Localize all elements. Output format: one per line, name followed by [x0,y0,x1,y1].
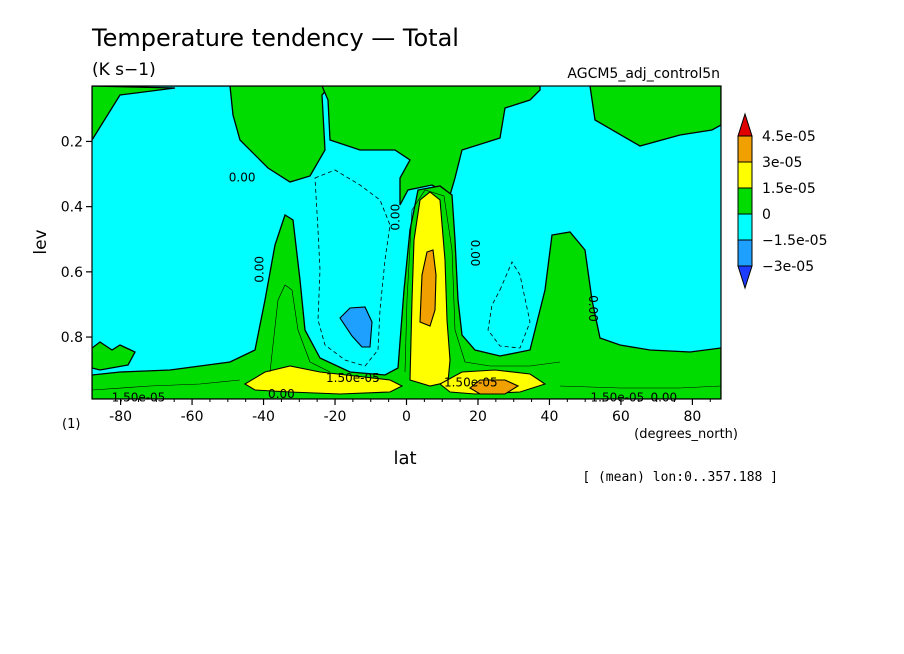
contour-thin-1 [269,284,331,373]
contour-labels: 0.00 0.00 0.00 0.00 0.00 1.50e-05 1.50e-05 1.50… [112,170,678,404]
colorbar-level-label: 4.5e-05 [762,129,816,145]
colorbar-top-triangle [737,112,753,137]
contour-label: 1.50e-05 [326,371,380,385]
contour-label: 0.00 [229,170,256,184]
footnote: [ (mean) lon:0..357.188 ] [582,470,778,485]
colorbar-level-label: 1.5e-05 [762,181,816,197]
fill-region-green-top-left [92,86,372,183]
x-tick-label: 80 [683,409,701,425]
x-axis-unit: (degrees_north) [634,427,738,442]
x-tick-label: 40 [541,409,559,425]
plot-area: 0.00 0.00 0.00 0.00 0.00 1.50e-05 1.50e-05 1.50… [91,85,722,404]
x-tick-label: -40 [252,409,275,425]
fill-region-yellow-bottom-left [243,365,404,395]
y-tick-label: 0.8 [61,330,83,346]
contour-fill [92,86,721,399]
dataset-label: AGCM5_adj_control5n [567,66,720,82]
colorbar-level-label: −1.5e-05 [762,233,827,249]
contour-label: 0.00 [268,387,295,401]
colorbar-bottom-triangle [737,265,753,290]
x-tick-label: -60 [181,409,204,425]
fill-region-orange-bottom [469,379,520,395]
chart-title: Temperature tendency — Total [91,24,459,52]
contour-label: 0.00 [388,204,402,231]
colorbar-segment [737,187,753,215]
contour-label: 1.50e-05 [112,390,166,404]
contour-thin-3 [92,379,721,391]
contour-label: 1.50e-05 [591,390,645,404]
contour-thin-2 [404,189,561,373]
colorbar-level-label: −3e-05 [762,259,814,275]
chart-units: (K s−1) [92,60,156,80]
x-axis: -80 -60 -40 -20 0 20 40 60 80 [109,399,711,425]
x-tick-label: -20 [324,409,347,425]
fill-region-green-top-right [589,86,721,147]
contour-label: 0.00 [253,256,267,283]
x-tick-label: 0 [402,409,411,425]
x-tick-label: 60 [612,409,630,425]
fill-region-green-top-center [321,86,541,206]
x-tick-label: -80 [109,409,132,425]
y-axis: 0.2 0.4 0.6 0.8 [61,134,92,346]
x-tick-label: 20 [469,409,487,425]
contour-label: 0.00 [650,390,677,404]
contour-label: 0.00 [468,240,482,267]
contour-label: 1.50e-05 [444,376,498,390]
colorbar-level-label: 3e-05 [762,155,802,171]
fill-region-blue [339,306,373,348]
y-tick-label: 0.2 [61,134,83,150]
y-tick-label: 0.4 [61,200,83,216]
colorbar-level-label: 0 [762,207,771,223]
colorbar: 4.5e-05 3e-05 1.5e-05 0 −1.5e-05 −3e-05 [737,112,827,290]
contour-negative-left [314,169,391,367]
colorbar-segment [737,239,753,267]
x-axis-label: lat [393,448,416,469]
colorbar-segment [737,161,753,189]
contour-label: 0.00 [586,295,600,322]
y-axis-unit: (1) [62,417,80,432]
fill-region-green-left-edge [92,341,136,371]
colorbar-segment [737,135,753,163]
fill-region-green-bottom [92,185,721,399]
y-axis-label: lev [31,229,51,254]
y-tick-label: 0.6 [61,265,83,281]
contour-negative-right [487,261,531,349]
colorbar-segment [737,213,753,241]
fill-region-orange-center [419,249,437,327]
